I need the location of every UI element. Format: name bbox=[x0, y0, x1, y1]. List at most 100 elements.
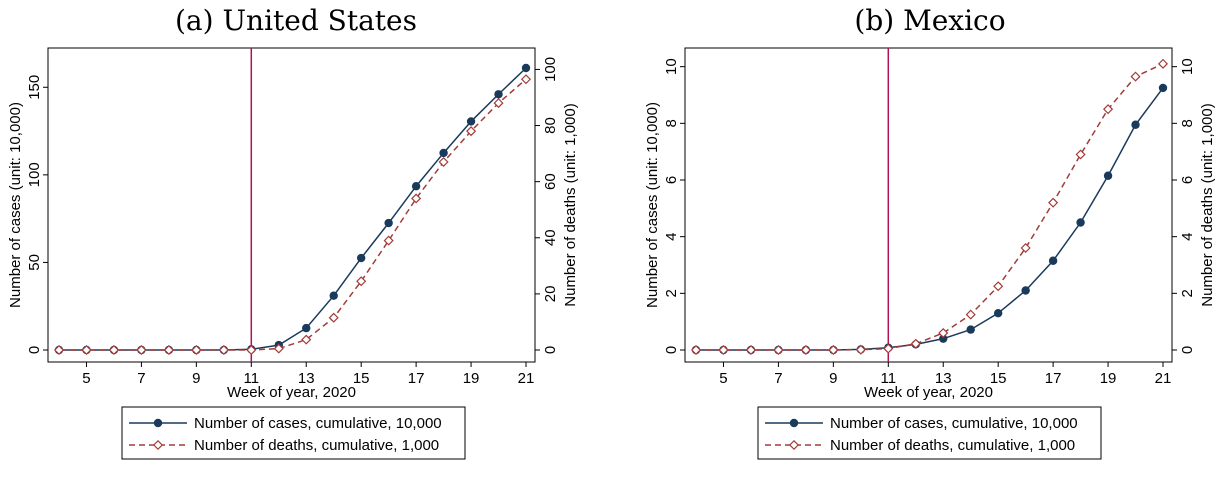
x-tick-label: 15 bbox=[990, 370, 1007, 387]
data-point bbox=[1048, 256, 1058, 265]
x-tick-label: 7 bbox=[774, 370, 782, 387]
series-deaths bbox=[53, 74, 532, 356]
plot-frame bbox=[47, 47, 536, 363]
y-right-tick-label: 4 bbox=[1179, 232, 1196, 240]
x-tick-label: 11 bbox=[881, 370, 897, 387]
data-point bbox=[938, 327, 949, 339]
y-left-tick-label: 4 bbox=[663, 232, 680, 240]
data-point bbox=[993, 281, 1004, 292]
y-right-tick-label: 40 bbox=[542, 229, 559, 246]
series-deaths bbox=[690, 58, 1169, 356]
legend-label: Number of deaths, cumulative, 1,000 bbox=[194, 437, 439, 454]
y-left-tick-label: 100 bbox=[26, 162, 43, 187]
data-point bbox=[828, 344, 839, 356]
data-point bbox=[384, 218, 393, 228]
x-tick-label: 9 bbox=[829, 370, 837, 387]
y-right-tick-label: 8 bbox=[1179, 119, 1196, 127]
legend-marker bbox=[152, 439, 164, 451]
legend-box bbox=[757, 406, 1102, 460]
series-line bbox=[59, 78, 527, 351]
data-point bbox=[356, 276, 367, 287]
y-right-tick-label: 100 bbox=[542, 57, 559, 82]
series-line bbox=[59, 67, 527, 351]
legend: Number of cases, cumulative, 10,000 Numbe… bbox=[757, 406, 1102, 460]
data-point bbox=[411, 193, 422, 204]
data-point bbox=[246, 344, 257, 356]
x-tick-label: 21 bbox=[518, 370, 535, 387]
data-point bbox=[965, 309, 976, 320]
data-point bbox=[273, 343, 284, 354]
data-point bbox=[883, 343, 894, 354]
x-tick-label: 19 bbox=[463, 370, 480, 387]
y-right-tick-label: 2 bbox=[1179, 289, 1196, 297]
data-point bbox=[302, 323, 311, 333]
data-point bbox=[53, 344, 65, 356]
data-point bbox=[439, 148, 448, 158]
data-point bbox=[466, 126, 477, 137]
data-point bbox=[328, 312, 339, 323]
data-point bbox=[800, 344, 811, 356]
data-point bbox=[218, 344, 229, 356]
x-tick-label: 21 bbox=[1155, 370, 1172, 387]
data-point bbox=[1157, 58, 1169, 69]
data-point bbox=[1131, 120, 1140, 129]
data-point bbox=[773, 344, 784, 356]
series-line bbox=[696, 63, 1164, 351]
y-left-tick-label: 8 bbox=[663, 119, 680, 127]
y-right-tick-label: 10 bbox=[1179, 58, 1196, 75]
data-point bbox=[1103, 171, 1113, 180]
data-point bbox=[163, 344, 174, 356]
legend: Number of cases, cumulative, 10,000 Numbe… bbox=[121, 406, 466, 460]
x-tick-label: 17 bbox=[408, 370, 425, 387]
x-tick-label: 15 bbox=[353, 370, 370, 387]
data-point bbox=[356, 253, 366, 263]
data-point bbox=[1021, 286, 1030, 295]
data-point bbox=[411, 182, 421, 191]
data-point bbox=[136, 344, 147, 356]
x-tick-label: 17 bbox=[1045, 370, 1062, 387]
data-point bbox=[1103, 104, 1114, 115]
data-point bbox=[191, 344, 202, 356]
y-left-tick-label: 150 bbox=[26, 75, 43, 100]
data-point bbox=[494, 90, 503, 99]
data-point bbox=[855, 344, 866, 355]
legend-box bbox=[121, 406, 466, 460]
y-left-tick-label: 0 bbox=[663, 346, 680, 354]
data-point bbox=[1075, 149, 1086, 160]
data-point bbox=[521, 63, 531, 73]
y-left-tick-label: 0 bbox=[26, 346, 43, 354]
data-point bbox=[81, 344, 92, 356]
y-right-tick-label: 6 bbox=[1179, 176, 1196, 184]
y-right-axis-label: Number of deaths (unit: 1,000) bbox=[562, 103, 579, 306]
data-point bbox=[438, 156, 449, 168]
data-point bbox=[108, 344, 119, 356]
y-right-axis-label: Number of deaths (unit: 1,000) bbox=[1199, 103, 1216, 306]
legend-marker bbox=[789, 418, 799, 428]
data-point bbox=[1158, 83, 1168, 93]
series-line bbox=[696, 87, 1164, 351]
y-left-axis-label: Number of cases (unit: 10,000) bbox=[644, 102, 661, 308]
x-tick-label: 13 bbox=[298, 370, 315, 387]
legend-label: Number of cases, cumulative, 10,000 bbox=[194, 415, 442, 432]
chart-panel-2: (b) Mexico 0 2 4 6 8 10 0 2 4 6 8 10 5 7 9 11 13 15 17 19 21 W… bbox=[644, 4, 1216, 460]
data-point bbox=[1076, 218, 1085, 227]
data-point bbox=[745, 344, 756, 356]
x-tick-label: 9 bbox=[192, 370, 200, 387]
data-point bbox=[1020, 242, 1031, 254]
data-point bbox=[301, 334, 312, 345]
x-tick-label: 5 bbox=[82, 370, 90, 387]
data-point bbox=[939, 334, 948, 343]
x-tick-label: 11 bbox=[244, 370, 260, 387]
data-point bbox=[466, 117, 476, 126]
data-point bbox=[329, 291, 338, 300]
y-left-axis-label: Number of cases (unit: 10,000) bbox=[7, 102, 24, 308]
x-tick-label: 7 bbox=[137, 370, 145, 387]
data-point bbox=[966, 325, 975, 334]
data-point bbox=[718, 344, 729, 356]
series-cases bbox=[691, 83, 1168, 355]
y-right-tick-label: 0 bbox=[1179, 346, 1196, 354]
legend-marker bbox=[788, 439, 800, 451]
data-point bbox=[493, 98, 504, 109]
chart-panel-1: (a) United States 0 50 100 150 0 20 40 60 80 100 5 7… bbox=[7, 4, 579, 460]
